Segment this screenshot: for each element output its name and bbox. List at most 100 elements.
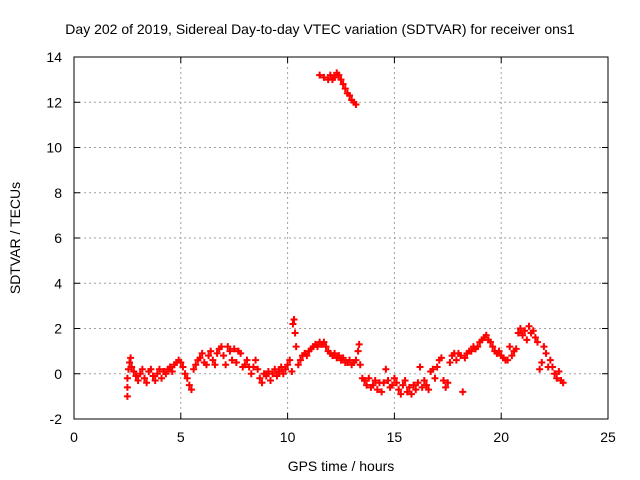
- data-point: [213, 349, 221, 357]
- y-tick-label: 8: [54, 185, 62, 201]
- data-point: [132, 372, 140, 380]
- data-point: [228, 356, 236, 364]
- data-point: [339, 354, 347, 362]
- data-point: [384, 377, 392, 385]
- data-point: [162, 370, 170, 378]
- data-point: [382, 365, 390, 373]
- grid-layer: [74, 57, 608, 419]
- data-point: [365, 374, 373, 382]
- data-point: [355, 340, 363, 348]
- data-point: [416, 363, 424, 371]
- data-point: [211, 361, 219, 369]
- y-tick-label: 10: [46, 140, 62, 156]
- data-point: [529, 327, 537, 335]
- data-point: [536, 365, 544, 373]
- data-point: [354, 347, 362, 355]
- data-point: [151, 377, 159, 385]
- data-point: [284, 361, 292, 369]
- data-point: [514, 329, 522, 337]
- data-point: [495, 347, 503, 355]
- data-point: [149, 372, 157, 380]
- data-point: [431, 374, 439, 382]
- data-point: [534, 338, 542, 346]
- data-point: [320, 73, 328, 81]
- data-point: [523, 336, 531, 344]
- data-point: [123, 374, 131, 382]
- data-point: [401, 377, 409, 385]
- data-point: [405, 383, 413, 391]
- data-point: [198, 349, 206, 357]
- data-point: [277, 363, 285, 371]
- data-point: [296, 356, 304, 364]
- data-point: [316, 71, 324, 79]
- data-point: [291, 329, 299, 337]
- data-point: [352, 101, 360, 109]
- data-point: [555, 367, 563, 375]
- x-tick-label: 15: [387, 429, 403, 445]
- data-point: [166, 363, 174, 371]
- data-point: [429, 365, 437, 373]
- data-point: [369, 381, 377, 389]
- data-point: [294, 361, 302, 369]
- data-point: [512, 345, 520, 353]
- x-tick-label: 5: [177, 429, 185, 445]
- data-point: [158, 374, 166, 382]
- data-point: [155, 365, 163, 373]
- y-ticks-layer: -2 0 2 4 6 8 10 12 14: [46, 49, 608, 427]
- data-point: [542, 349, 550, 357]
- data-point: [267, 377, 275, 385]
- data-point: [303, 352, 311, 360]
- data-point: [258, 379, 266, 387]
- data-point: [264, 367, 272, 375]
- data-point: [134, 377, 142, 385]
- data-point: [126, 358, 134, 366]
- data-point: [183, 374, 191, 382]
- x-tick-label: 20: [493, 429, 509, 445]
- data-point: [279, 370, 287, 378]
- data-point: [378, 388, 386, 396]
- y-tick-label: -2: [50, 411, 63, 427]
- data-point: [446, 358, 454, 366]
- data-point: [335, 71, 343, 79]
- data-point: [412, 386, 420, 394]
- data-point: [217, 343, 225, 351]
- data-point: [123, 383, 131, 391]
- data-point: [177, 358, 185, 366]
- data-point: [410, 381, 418, 389]
- data-point: [395, 386, 403, 394]
- data-point: [331, 349, 339, 357]
- x-tick-label: 25: [600, 429, 616, 445]
- data-point: [286, 356, 294, 364]
- data-point: [444, 379, 452, 387]
- data-point: [418, 383, 426, 391]
- data-point: [553, 374, 561, 382]
- y-tick-label: 4: [54, 275, 62, 291]
- data-point: [247, 370, 255, 378]
- data-point: [546, 356, 554, 364]
- data-point: [482, 331, 490, 339]
- data-point: [140, 374, 148, 382]
- data-point: [281, 365, 289, 373]
- data-point: [222, 361, 230, 369]
- data-point: [262, 372, 270, 380]
- data-point: [153, 370, 161, 378]
- data-point: [322, 343, 330, 351]
- x-ticks-layer: 0 5 10 15 20 25: [70, 57, 616, 445]
- data-point: [290, 315, 298, 323]
- data-point: [508, 352, 516, 360]
- data-point: [422, 381, 430, 389]
- y-tick-label: 6: [54, 230, 62, 246]
- data-point: [346, 356, 354, 364]
- data-point: [185, 381, 193, 389]
- data-point: [237, 349, 245, 357]
- data-point: [538, 358, 546, 366]
- data-point: [220, 352, 228, 360]
- data-point: [232, 358, 240, 366]
- data-point: [331, 73, 339, 81]
- data-point: [202, 361, 210, 369]
- data-point: [275, 367, 283, 375]
- data-point: [457, 352, 465, 360]
- data-point: [474, 343, 482, 351]
